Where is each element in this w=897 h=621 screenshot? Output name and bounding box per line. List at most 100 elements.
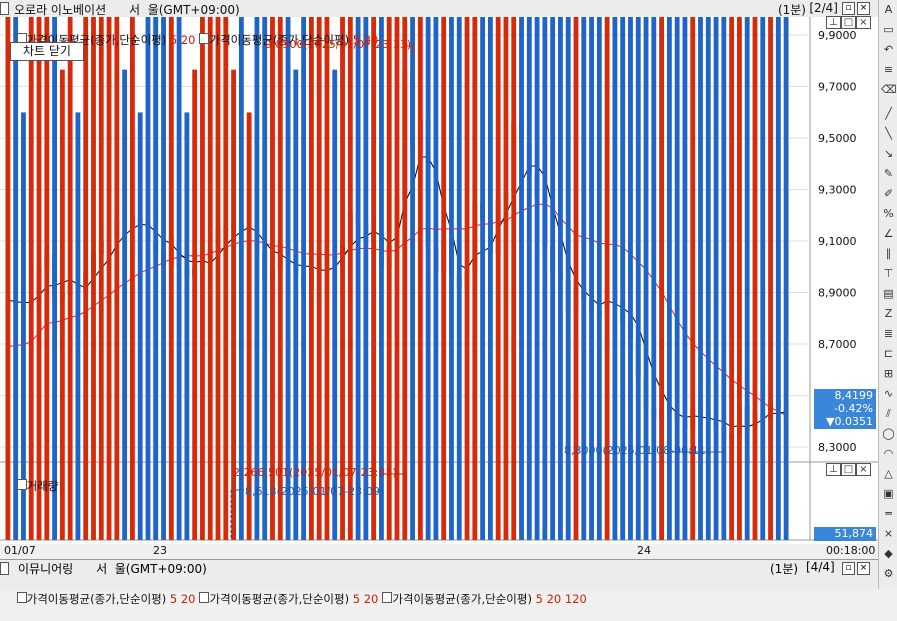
box-icon[interactable]: ▤ [883,287,894,300]
angle-icon[interactable]: ∠ [883,227,894,240]
close-chart-button[interactable]: 차트 닫기 [10,42,84,61]
interval-label[interactable]: (1분) [777,3,806,17]
volume-bar [425,17,431,540]
volume-bar [752,17,758,540]
bottom-interval[interactable]: (1분) [770,562,799,576]
volume-bar [721,17,727,540]
volume-bar [301,17,307,541]
image-icon[interactable]: ▣ [883,487,894,500]
volume-bar [534,17,540,540]
volume-panel-controls[interactable]: ⊥ □ × [826,463,871,476]
window-titlebar: 오로라 이노베이션 서 울(GMT+09:00) (1분) [2/4] ▫ × [0,0,878,18]
color-icon[interactable]: ◆ [884,547,893,560]
bottom-ind-2-periods: 5 20 120 [535,592,587,606]
volume-bar [495,17,501,540]
line-settings-icon[interactable]: ═ [885,507,892,520]
pen-icon[interactable]: ✎ [883,167,894,180]
volume-bar [526,17,532,540]
volume-bar [783,17,789,540]
arrow-line-icon[interactable]: ↘ [883,147,894,160]
undo-icon[interactable]: ↶ [883,43,894,56]
volume-bar [98,17,104,540]
volume-bar [13,17,19,541]
low-annotation: 8,3000(2025/01/08-00:11) [564,444,711,457]
fib-icon[interactable]: ≣ [883,327,894,340]
volume-bar [713,17,719,540]
fan-icon[interactable]: ⫽ [886,407,891,420]
window-menu-icon[interactable] [0,2,9,15]
cross-icon[interactable]: ⨯ [883,527,894,540]
bracket-icon[interactable]: ⊏ [883,347,894,360]
eraser-icon[interactable]: ⌫ [881,83,897,96]
change-pct: -0.42% [834,402,873,415]
volume-bar [91,17,96,541]
all-icon[interactable]: ≡ [883,63,894,76]
volume-bar [449,17,454,541]
window-title: 오로라 이노베이션 서 울(GMT+09:00) [14,3,240,17]
settings-icon[interactable]: ⚙ [883,567,894,580]
ma-periods: 5 20 [169,33,196,47]
current-price: 8,4199 [834,389,874,402]
volume-bar [682,17,688,540]
current-volume-badge: 51,874 [814,527,876,541]
volume-bar [565,17,571,540]
text-tool-icon[interactable]: A [884,3,893,16]
volume-bar [596,17,602,540]
volume-bar [417,17,423,540]
volume-bar [308,17,314,540]
volume-bar [433,17,439,540]
volume-bar [410,17,415,540]
volume-bar [207,17,213,541]
volume-bar [168,17,174,541]
volume-bar [371,17,377,540]
bottom-ind-0[interactable]: 가격이동평균(종가,단순이평) [26,592,167,606]
y-tick-label: 9,3000 [818,183,857,196]
volume-bar [729,17,735,541]
volume-bar [161,17,166,541]
line-icon[interactable]: ╱ [885,107,892,120]
triangle-icon[interactable]: △ [884,467,893,480]
window-restore-icon[interactable]: ▫ [842,2,855,15]
page-indicator[interactable]: [2/4] [809,1,838,15]
volume-bar [52,17,57,541]
x-label-2: 24 [637,544,651,557]
price-panel-controls[interactable]: ⊥ □ × [826,16,871,29]
bottom-restore-icon[interactable]: ▫ [842,562,855,575]
bottom-ind-2[interactable]: 가격이동평균(종가,단순이평) [392,592,532,606]
volume-ma-annotation: 8,618(2025/01/07-23:09) [245,485,385,498]
volume-label[interactable]: 거래량 [26,479,59,493]
window-close-icon[interactable]: × [857,2,870,15]
volume-bar [674,17,680,541]
volume-bar [698,17,703,540]
bottom-window: 이뮤니어링 서 울(GMT+09:00) (1분) [4/4] ▫ × 가격이동… [0,559,878,606]
vertical-line-icon[interactable]: ⊤ [883,267,894,280]
volume-bar [238,17,244,541]
volume-bar [620,17,626,540]
volume-bar [316,17,322,541]
gann-icon[interactable]: ⊞ [883,367,894,380]
arc-icon[interactable]: ◠ [883,447,894,460]
window-tool-icon[interactable]: ▭ [883,23,894,36]
parallel-icon[interactable]: ∥ [885,247,892,260]
ma-periods-2: 5 20 [352,33,379,47]
bottom-ind-1[interactable]: 가격이동평균(종가,단순이평) [209,592,350,606]
circle-icon[interactable]: ◯ [882,427,895,440]
brush-icon[interactable]: ✐ [883,187,894,200]
volume-bar [690,17,696,540]
chart-svg[interactable]: 9,9000 9,7000 9,5000 9,3000 9,1000 8,9000 8,70… [0,17,878,544]
change-abs: ▼0.0351 [826,415,873,428]
zigzag-icon[interactable]: Z [884,307,893,320]
percent-icon[interactable]: % [883,207,894,220]
line2-icon[interactable]: ╲ [885,127,892,140]
ma-indicator-label-2[interactable]: 가격이동평균(종가,단순이평) [209,33,350,47]
volume-bar [106,17,112,541]
bottom-close-icon[interactable]: × [857,562,870,575]
bottom-ind-0-periods: 5 20 [169,592,196,606]
bottom-window-menu-icon[interactable] [0,562,9,575]
wave-icon[interactable]: ∿ [883,387,894,400]
vol-max-line [384,473,406,480]
volume-bar [386,17,392,541]
volume-bar [542,17,548,540]
bottom-page[interactable]: [4/4] [806,560,835,574]
volume-bar [456,17,462,540]
